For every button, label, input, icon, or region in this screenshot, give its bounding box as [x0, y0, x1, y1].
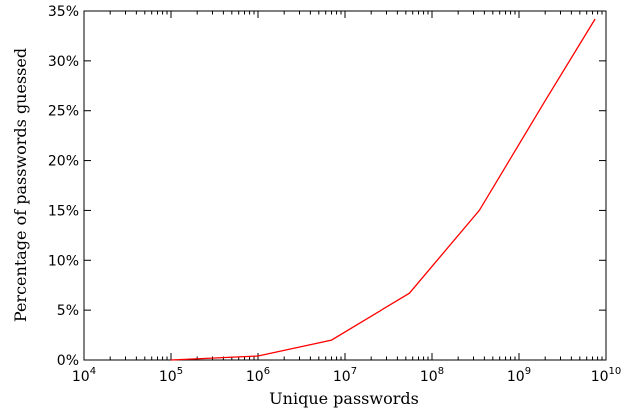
y-tick-label: 10% [48, 253, 79, 269]
x-tick-label: 106 [246, 366, 270, 385]
y-tick-label: 20% [48, 154, 79, 170]
x-tick-label: 109 [507, 366, 531, 385]
x-tick-label: 1010 [591, 366, 622, 385]
y-tick-label: 5% [57, 303, 79, 319]
y-axis-title: Percentage of passwords guessed [11, 48, 30, 322]
series-line [170, 18, 596, 361]
x-tick-labels: 104 105 106 107 108 109 1010 [72, 366, 621, 385]
y-tick-label: 25% [48, 104, 79, 120]
x-tick-label: 104 [72, 366, 96, 385]
axis-ticks [83, 10, 607, 361]
plot-frame [83, 10, 607, 361]
x-axis-title: Unique passwords [269, 389, 419, 408]
x-tick-label: 108 [420, 366, 444, 385]
y-tick-label: 15% [48, 203, 79, 219]
y-tick-label: 35% [48, 4, 79, 20]
y-tick-label: 30% [48, 54, 79, 70]
x-tick-label: 105 [159, 366, 183, 385]
x-tick-label: 107 [333, 366, 357, 385]
y-tick-label: 0% [57, 353, 79, 369]
y-tick-labels: 0% 5% 10% 15% 20% 25% 30% 35% [48, 4, 79, 369]
